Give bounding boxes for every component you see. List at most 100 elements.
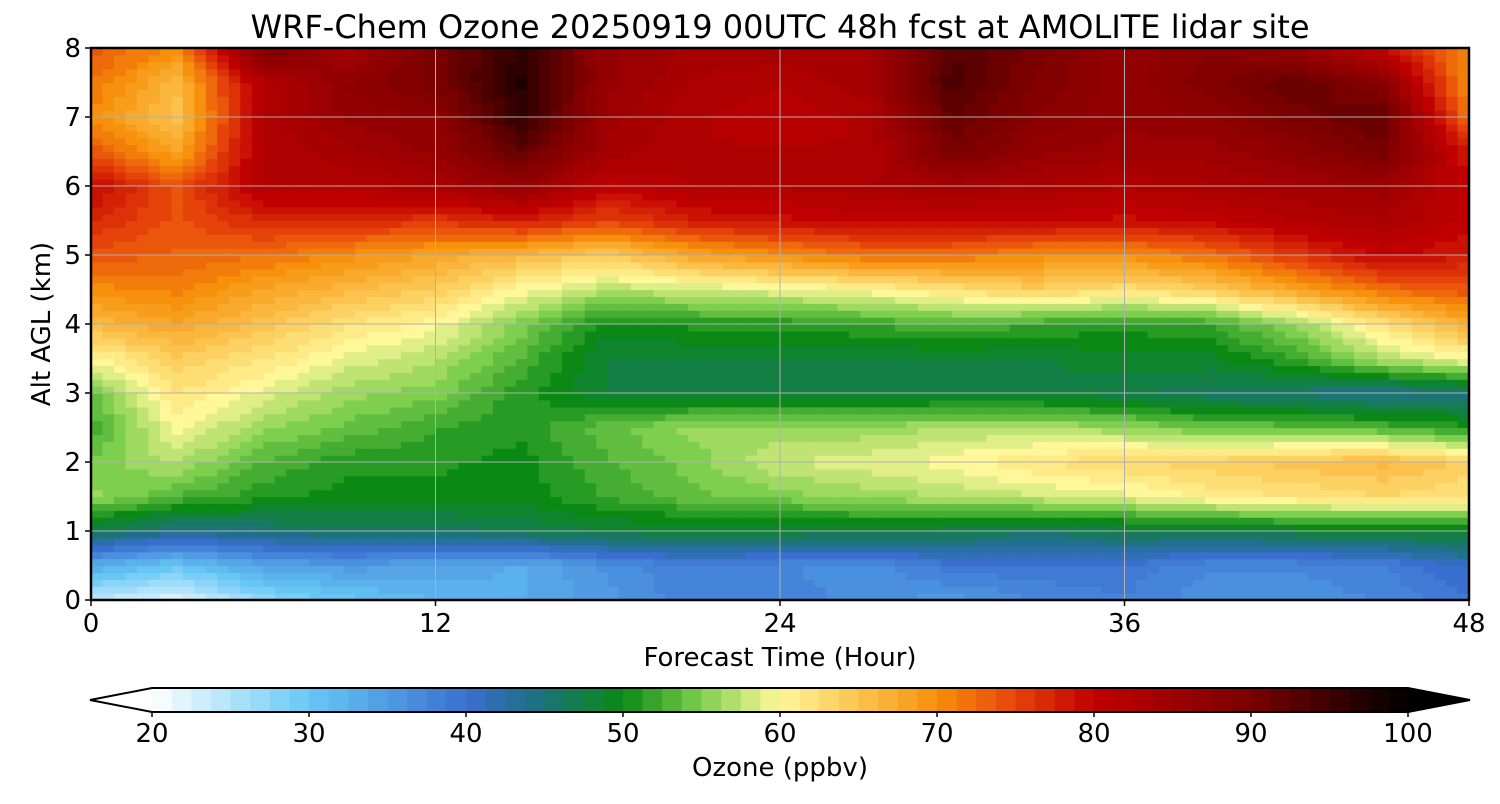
heatmap-cell [929,586,942,594]
heatmap-cell [883,358,896,366]
heatmap-cell [1250,358,1263,366]
heatmap-cell [424,317,437,325]
heatmap-cell [584,510,597,518]
heatmap-cell [309,344,322,353]
heatmap-cell [481,324,494,332]
heatmap-cell [286,441,299,449]
heatmap-cell [619,386,632,394]
heatmap-cell [309,406,322,415]
heatmap-cell [458,358,471,366]
heatmap-cell [1400,558,1413,567]
heatmap-cell [469,455,483,463]
heatmap-cell [343,544,356,553]
heatmap-cell [171,413,184,422]
heatmap-cell [929,324,942,332]
heatmap-cell [1434,351,1447,360]
heatmap-cell [1273,468,1286,477]
heatmap-cell [504,579,517,587]
heatmap-cell [1365,413,1378,422]
heatmap-cell [894,365,907,373]
heatmap-cell [113,448,127,456]
heatmap-cell [848,427,861,435]
heatmap-cell [573,324,586,332]
heatmap-cell [286,551,299,560]
heatmap-cell [332,489,345,498]
heatmap-cell [228,496,241,504]
heatmap-cell [1227,503,1240,511]
heatmap-cell [848,413,861,422]
heatmap-cell [768,517,781,525]
heatmap-cell [1090,441,1103,449]
heatmap-cell [814,337,827,346]
heatmap-cell [1181,531,1194,539]
heatmap-cell [343,586,356,594]
heatmap-cell [217,510,230,518]
heatmap-cell [1400,524,1413,532]
heatmap-cell [274,579,287,587]
heatmap-cell [906,351,919,360]
heatmap-cell [1262,358,1275,366]
heatmap-cell [492,393,505,401]
heatmap-cell [1285,482,1298,491]
heatmap-cell [355,462,368,470]
heatmap-cell [1181,324,1194,332]
heatmap-cell [435,372,448,380]
heatmap-cell [515,310,528,318]
heatmap-cell [1055,448,1068,456]
heatmap-cell [1319,372,1332,380]
heatmap-cell [446,558,460,567]
heatmap-cell [975,386,988,394]
heatmap-cell [1411,468,1424,477]
heatmap-cell [665,558,678,567]
heatmap-cell [665,468,678,477]
heatmap-cell [263,310,276,318]
heatmap-cell [91,344,104,353]
heatmap-cell [871,324,884,332]
heatmap-cell [240,448,253,456]
heatmap-cell [665,531,678,539]
heatmap-cell [401,344,414,353]
heatmap-cell [1032,510,1045,518]
heatmap-cell [630,317,643,325]
heatmap-cell [1147,330,1160,339]
heatmap-cell [309,420,322,429]
heatmap-cell [1319,434,1332,442]
heatmap-cell [446,503,460,511]
heatmap-cell [263,399,276,408]
heatmap-cell [986,351,999,360]
heatmap-cell [550,558,563,567]
heatmap-cell [412,482,425,491]
heatmap-cell [159,317,172,325]
heatmap-cell [1227,427,1240,435]
heatmap-cell [963,496,976,504]
heatmap-cell [848,572,861,580]
heatmap-cell [1308,489,1321,498]
heatmap-cell [1250,379,1263,387]
heatmap-cell [424,565,437,573]
heatmap-cell [1365,517,1378,525]
heatmap-cell [263,489,276,498]
heatmap-cell [1090,531,1103,539]
heatmap-cell [1147,572,1160,580]
heatmap-cell [1296,524,1309,532]
heatmap-cell [734,489,747,498]
heatmap-cell [1285,455,1298,463]
heatmap-cell [1423,572,1436,580]
heatmap-cell [883,317,896,325]
heatmap-cell [1423,420,1436,429]
heatmap-cell [1113,455,1126,463]
heatmap-cell [1239,475,1252,484]
heatmap-cell [1296,586,1309,594]
heatmap-cell [607,441,620,449]
heatmap-cell [355,344,368,353]
heatmap-cell [366,365,379,373]
heatmap-cell [446,468,460,477]
heatmap-cell [1354,572,1367,580]
heatmap-cell [768,310,781,318]
heatmap-cell [1239,496,1252,504]
heatmap-cell [596,365,609,373]
heatmap-cell [228,565,241,573]
heatmap-cell [102,462,115,470]
heatmap-cell [825,524,839,532]
heatmap-cell [791,441,804,449]
